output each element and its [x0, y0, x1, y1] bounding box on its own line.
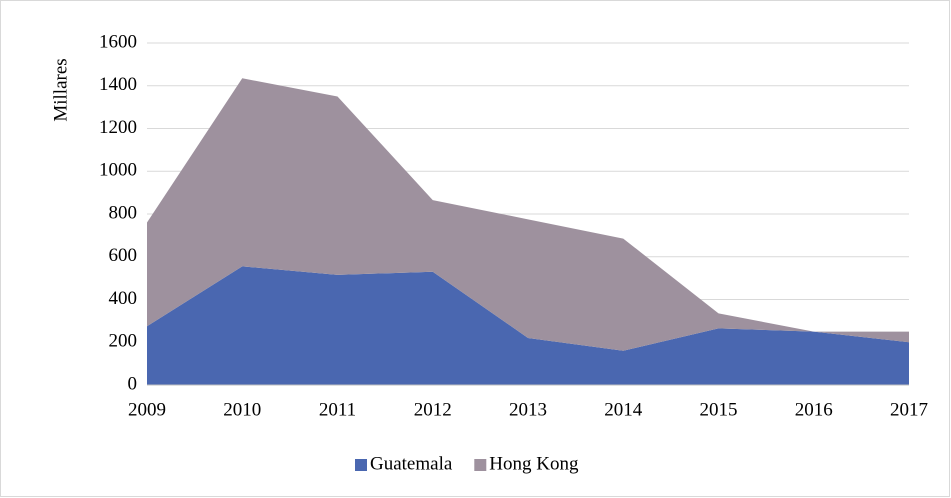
legend-label: Hong Kong: [489, 453, 579, 474]
x-tick-label: 2014: [604, 399, 643, 420]
x-tick-label: 2017: [890, 399, 928, 420]
y-tick-label: 0: [128, 373, 138, 394]
x-tick-label: 2009: [128, 399, 166, 420]
x-tick-label: 2016: [795, 399, 833, 420]
y-tick-label: 200: [109, 331, 138, 352]
y-tick-label: 1400: [99, 74, 137, 95]
x-tick-label: 2010: [223, 399, 261, 420]
y-tick-label: 800: [109, 202, 138, 223]
y-tick-label: 1200: [99, 117, 137, 138]
y-tick-label: 600: [109, 245, 138, 266]
x-tick-label: 2015: [700, 399, 738, 420]
x-tick-label: 2012: [414, 399, 452, 420]
area: [147, 78, 909, 351]
x-tick-label: 2013: [509, 399, 547, 420]
legend-swatch: [474, 459, 487, 471]
y-tick-label: 400: [109, 288, 138, 309]
legend-label: Guatemala: [370, 453, 453, 474]
area: [147, 266, 909, 385]
legend-swatch: [355, 459, 367, 471]
y-tick-label: 1600: [99, 31, 137, 52]
x-tick-label: 2011: [319, 399, 356, 420]
y-axis-label: Millares: [50, 58, 71, 121]
y-tick-label: 1000: [99, 160, 137, 181]
